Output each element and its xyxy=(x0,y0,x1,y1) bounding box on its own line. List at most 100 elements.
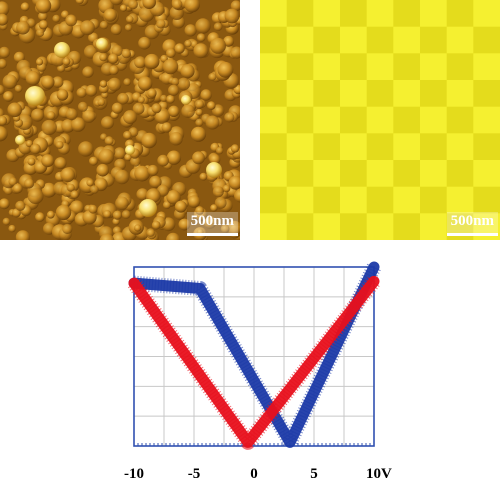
checker-cell xyxy=(340,133,368,161)
afm-bright-grain xyxy=(181,95,191,105)
checker-cell xyxy=(473,106,500,134)
afm-grain xyxy=(230,0,240,12)
checker-cell xyxy=(393,80,421,108)
checker-cell xyxy=(420,0,448,28)
afm-grain xyxy=(31,108,45,122)
checker-cell xyxy=(393,213,421,240)
checker-cell xyxy=(340,186,368,214)
checker-cell xyxy=(446,0,474,28)
afm-grain xyxy=(110,24,122,36)
afm-grain xyxy=(71,117,86,132)
afm-grain xyxy=(108,65,119,75)
loop-chart-svg: -10 -5 0 5 10V xyxy=(124,261,392,482)
afm-grain xyxy=(57,64,66,73)
checker-cell xyxy=(286,213,314,240)
checker-cell xyxy=(260,80,288,108)
afm-grain xyxy=(224,8,240,24)
afm-grain xyxy=(166,232,181,240)
afm-grain xyxy=(195,18,211,34)
checker-cell xyxy=(446,106,474,134)
afm-grain xyxy=(11,208,21,218)
checker-cell xyxy=(420,133,448,161)
afm-grain xyxy=(121,210,131,219)
afm-grain xyxy=(125,15,134,24)
afm-grain xyxy=(184,24,197,37)
afm-grain xyxy=(96,163,109,177)
checker-cell xyxy=(420,186,448,214)
checker-cell xyxy=(393,133,421,161)
afm-grain xyxy=(54,157,67,170)
afm-grain xyxy=(124,24,133,32)
checker-cell xyxy=(286,133,314,161)
afm-grain xyxy=(195,206,205,215)
afm-scale-bar: 500nm xyxy=(186,212,238,236)
afm-grain xyxy=(25,140,33,148)
afm-grain xyxy=(192,151,205,165)
afm-grain xyxy=(171,77,180,86)
afm-grain xyxy=(134,165,151,182)
afm-grain xyxy=(107,77,122,92)
afm-grain xyxy=(30,143,41,155)
afm-grain xyxy=(79,20,95,36)
afm-grain xyxy=(52,76,64,88)
afm-grain xyxy=(14,84,23,93)
checker-cell xyxy=(366,80,394,108)
x-tick-label: -10 xyxy=(124,466,144,482)
checker-cell xyxy=(473,133,500,161)
afm-grain xyxy=(207,101,216,110)
afm-grain xyxy=(215,146,224,155)
checker-cell xyxy=(260,106,288,134)
afm-grain xyxy=(222,184,231,193)
afm-grain xyxy=(20,2,30,12)
checker-cell xyxy=(420,26,448,54)
checker-cell xyxy=(366,53,394,81)
afm-grain xyxy=(223,35,235,47)
checker-cell xyxy=(286,106,314,134)
afm-grain xyxy=(90,185,99,194)
afm-grain xyxy=(234,189,240,203)
afm-grain xyxy=(123,130,132,140)
afm-grain xyxy=(0,58,7,69)
afm-grain xyxy=(184,0,200,13)
checker-cell xyxy=(340,80,368,108)
checker-cell xyxy=(340,106,368,134)
afm-grain xyxy=(82,66,94,78)
checker-cell xyxy=(473,26,500,54)
checker-cell xyxy=(446,53,474,81)
afm-grain xyxy=(119,4,128,12)
afm-grain xyxy=(27,157,36,166)
afm-grain xyxy=(7,102,22,118)
afm-grain xyxy=(166,94,175,104)
afm-bright-grain xyxy=(139,199,157,217)
checker-cell xyxy=(286,160,314,188)
afm-grain xyxy=(75,0,84,5)
afm-grain xyxy=(178,218,191,231)
checker-cell xyxy=(260,160,288,188)
afm-grain xyxy=(172,0,183,10)
checker-cell xyxy=(340,213,368,240)
afm-grain xyxy=(52,14,61,23)
afm-grain xyxy=(85,84,98,97)
afm-grain xyxy=(134,224,142,232)
afm-bright-grain xyxy=(125,145,135,155)
afm-grain xyxy=(177,77,191,91)
afm-grain xyxy=(137,96,145,104)
checker-cell xyxy=(473,186,500,214)
afm-grain xyxy=(168,84,180,96)
checker-cell xyxy=(393,53,421,81)
afm-grain xyxy=(157,154,169,167)
afm-grain xyxy=(99,80,108,88)
checker-cell xyxy=(473,0,500,28)
afm-grain xyxy=(46,111,56,120)
afm-grain xyxy=(169,132,183,146)
afm-grain xyxy=(36,28,45,37)
afm-grain xyxy=(200,89,212,101)
afm-grain xyxy=(194,99,204,109)
checker-cell xyxy=(340,160,368,188)
checker-cell xyxy=(393,0,421,28)
afm-grain xyxy=(108,53,119,64)
afm-grain xyxy=(203,215,217,229)
afm-grain xyxy=(99,20,109,30)
checker-cell xyxy=(313,213,341,240)
afm-grain xyxy=(65,108,78,121)
